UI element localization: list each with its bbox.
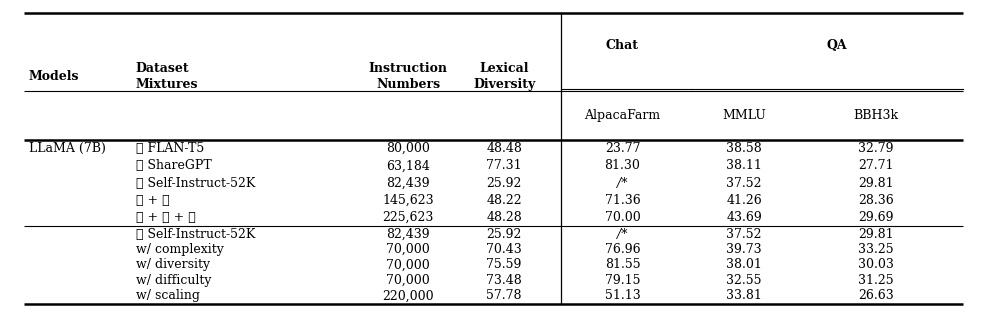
Text: w/ difficulty: w/ difficulty bbox=[136, 274, 211, 287]
Text: 48.28: 48.28 bbox=[486, 211, 522, 224]
Text: 27.71: 27.71 bbox=[858, 159, 894, 172]
Text: 77.31: 77.31 bbox=[486, 159, 522, 172]
Text: /*: /* bbox=[618, 177, 627, 190]
Text: 37.52: 37.52 bbox=[727, 177, 762, 190]
Text: 76.96: 76.96 bbox=[605, 243, 640, 256]
Text: 220,000: 220,000 bbox=[382, 289, 434, 302]
Text: 28.36: 28.36 bbox=[857, 194, 894, 207]
Text: 82,439: 82,439 bbox=[387, 228, 430, 241]
Text: 70,000: 70,000 bbox=[386, 243, 430, 256]
Text: 82,439: 82,439 bbox=[387, 177, 430, 190]
Text: 70.00: 70.00 bbox=[605, 211, 640, 224]
Text: 75.59: 75.59 bbox=[486, 258, 521, 271]
Text: 70,000: 70,000 bbox=[386, 274, 430, 287]
Text: 145,623: 145,623 bbox=[382, 194, 434, 207]
Text: 30.03: 30.03 bbox=[857, 258, 894, 271]
Text: 43.69: 43.69 bbox=[727, 211, 762, 224]
Text: w/ complexity: w/ complexity bbox=[136, 243, 224, 256]
Text: QA: QA bbox=[826, 39, 846, 52]
Text: 23.77: 23.77 bbox=[605, 142, 640, 155]
Text: ① + ② + ③: ① + ② + ③ bbox=[136, 211, 195, 224]
Text: Lexical
Diversity: Lexical Diversity bbox=[473, 62, 535, 91]
Text: 29.81: 29.81 bbox=[858, 228, 894, 241]
Text: 41.26: 41.26 bbox=[727, 194, 762, 207]
Text: 25.92: 25.92 bbox=[486, 228, 521, 241]
Text: 25.92: 25.92 bbox=[486, 177, 521, 190]
Text: AlpacaFarm: AlpacaFarm bbox=[584, 109, 661, 122]
Text: 225,623: 225,623 bbox=[383, 211, 434, 224]
Text: 57.78: 57.78 bbox=[486, 289, 521, 302]
Text: 81.30: 81.30 bbox=[605, 159, 640, 172]
Text: 38.11: 38.11 bbox=[727, 159, 762, 172]
Text: 33.81: 33.81 bbox=[727, 289, 762, 302]
Text: 33.25: 33.25 bbox=[858, 243, 894, 256]
Text: MMLU: MMLU bbox=[722, 109, 766, 122]
Text: BBH3k: BBH3k bbox=[853, 109, 899, 122]
Text: ② ShareGPT: ② ShareGPT bbox=[136, 159, 211, 172]
Text: Dataset
Mixtures: Dataset Mixtures bbox=[136, 62, 198, 91]
Text: 63,184: 63,184 bbox=[386, 159, 430, 172]
Text: w/ diversity: w/ diversity bbox=[136, 258, 210, 271]
Text: 80,000: 80,000 bbox=[386, 142, 430, 155]
Text: 32.79: 32.79 bbox=[858, 142, 894, 155]
Text: 39.73: 39.73 bbox=[727, 243, 762, 256]
Text: 70.43: 70.43 bbox=[486, 243, 522, 256]
Text: 32.55: 32.55 bbox=[727, 274, 762, 287]
Text: 79.15: 79.15 bbox=[605, 274, 640, 287]
Text: ① FLAN-T5: ① FLAN-T5 bbox=[136, 142, 204, 155]
Text: Instruction
Numbers: Instruction Numbers bbox=[368, 62, 448, 91]
Text: 81.55: 81.55 bbox=[605, 258, 640, 271]
Text: Models: Models bbox=[28, 70, 79, 83]
Text: 71.36: 71.36 bbox=[605, 194, 640, 207]
Text: 51.13: 51.13 bbox=[605, 289, 640, 302]
Text: 29.81: 29.81 bbox=[858, 177, 894, 190]
Text: 37.52: 37.52 bbox=[727, 228, 762, 241]
Text: 73.48: 73.48 bbox=[486, 274, 522, 287]
Text: ③ Self-Instruct-52K: ③ Self-Instruct-52K bbox=[136, 228, 255, 241]
Text: 48.22: 48.22 bbox=[486, 194, 522, 207]
Text: LLaMA (7B): LLaMA (7B) bbox=[28, 142, 105, 155]
Text: ③ Self-Instruct-52K: ③ Self-Instruct-52K bbox=[136, 177, 255, 190]
Text: 26.63: 26.63 bbox=[857, 289, 894, 302]
Text: 38.01: 38.01 bbox=[727, 258, 762, 271]
Text: ② + ③: ② + ③ bbox=[136, 194, 169, 207]
Text: 48.48: 48.48 bbox=[486, 142, 522, 155]
Text: 31.25: 31.25 bbox=[858, 274, 894, 287]
Text: 38.58: 38.58 bbox=[727, 142, 762, 155]
Text: w/ scaling: w/ scaling bbox=[136, 289, 199, 302]
Text: 70,000: 70,000 bbox=[386, 258, 430, 271]
Text: Chat: Chat bbox=[606, 39, 639, 52]
Text: 29.69: 29.69 bbox=[858, 211, 894, 224]
Text: /*: /* bbox=[618, 228, 627, 241]
